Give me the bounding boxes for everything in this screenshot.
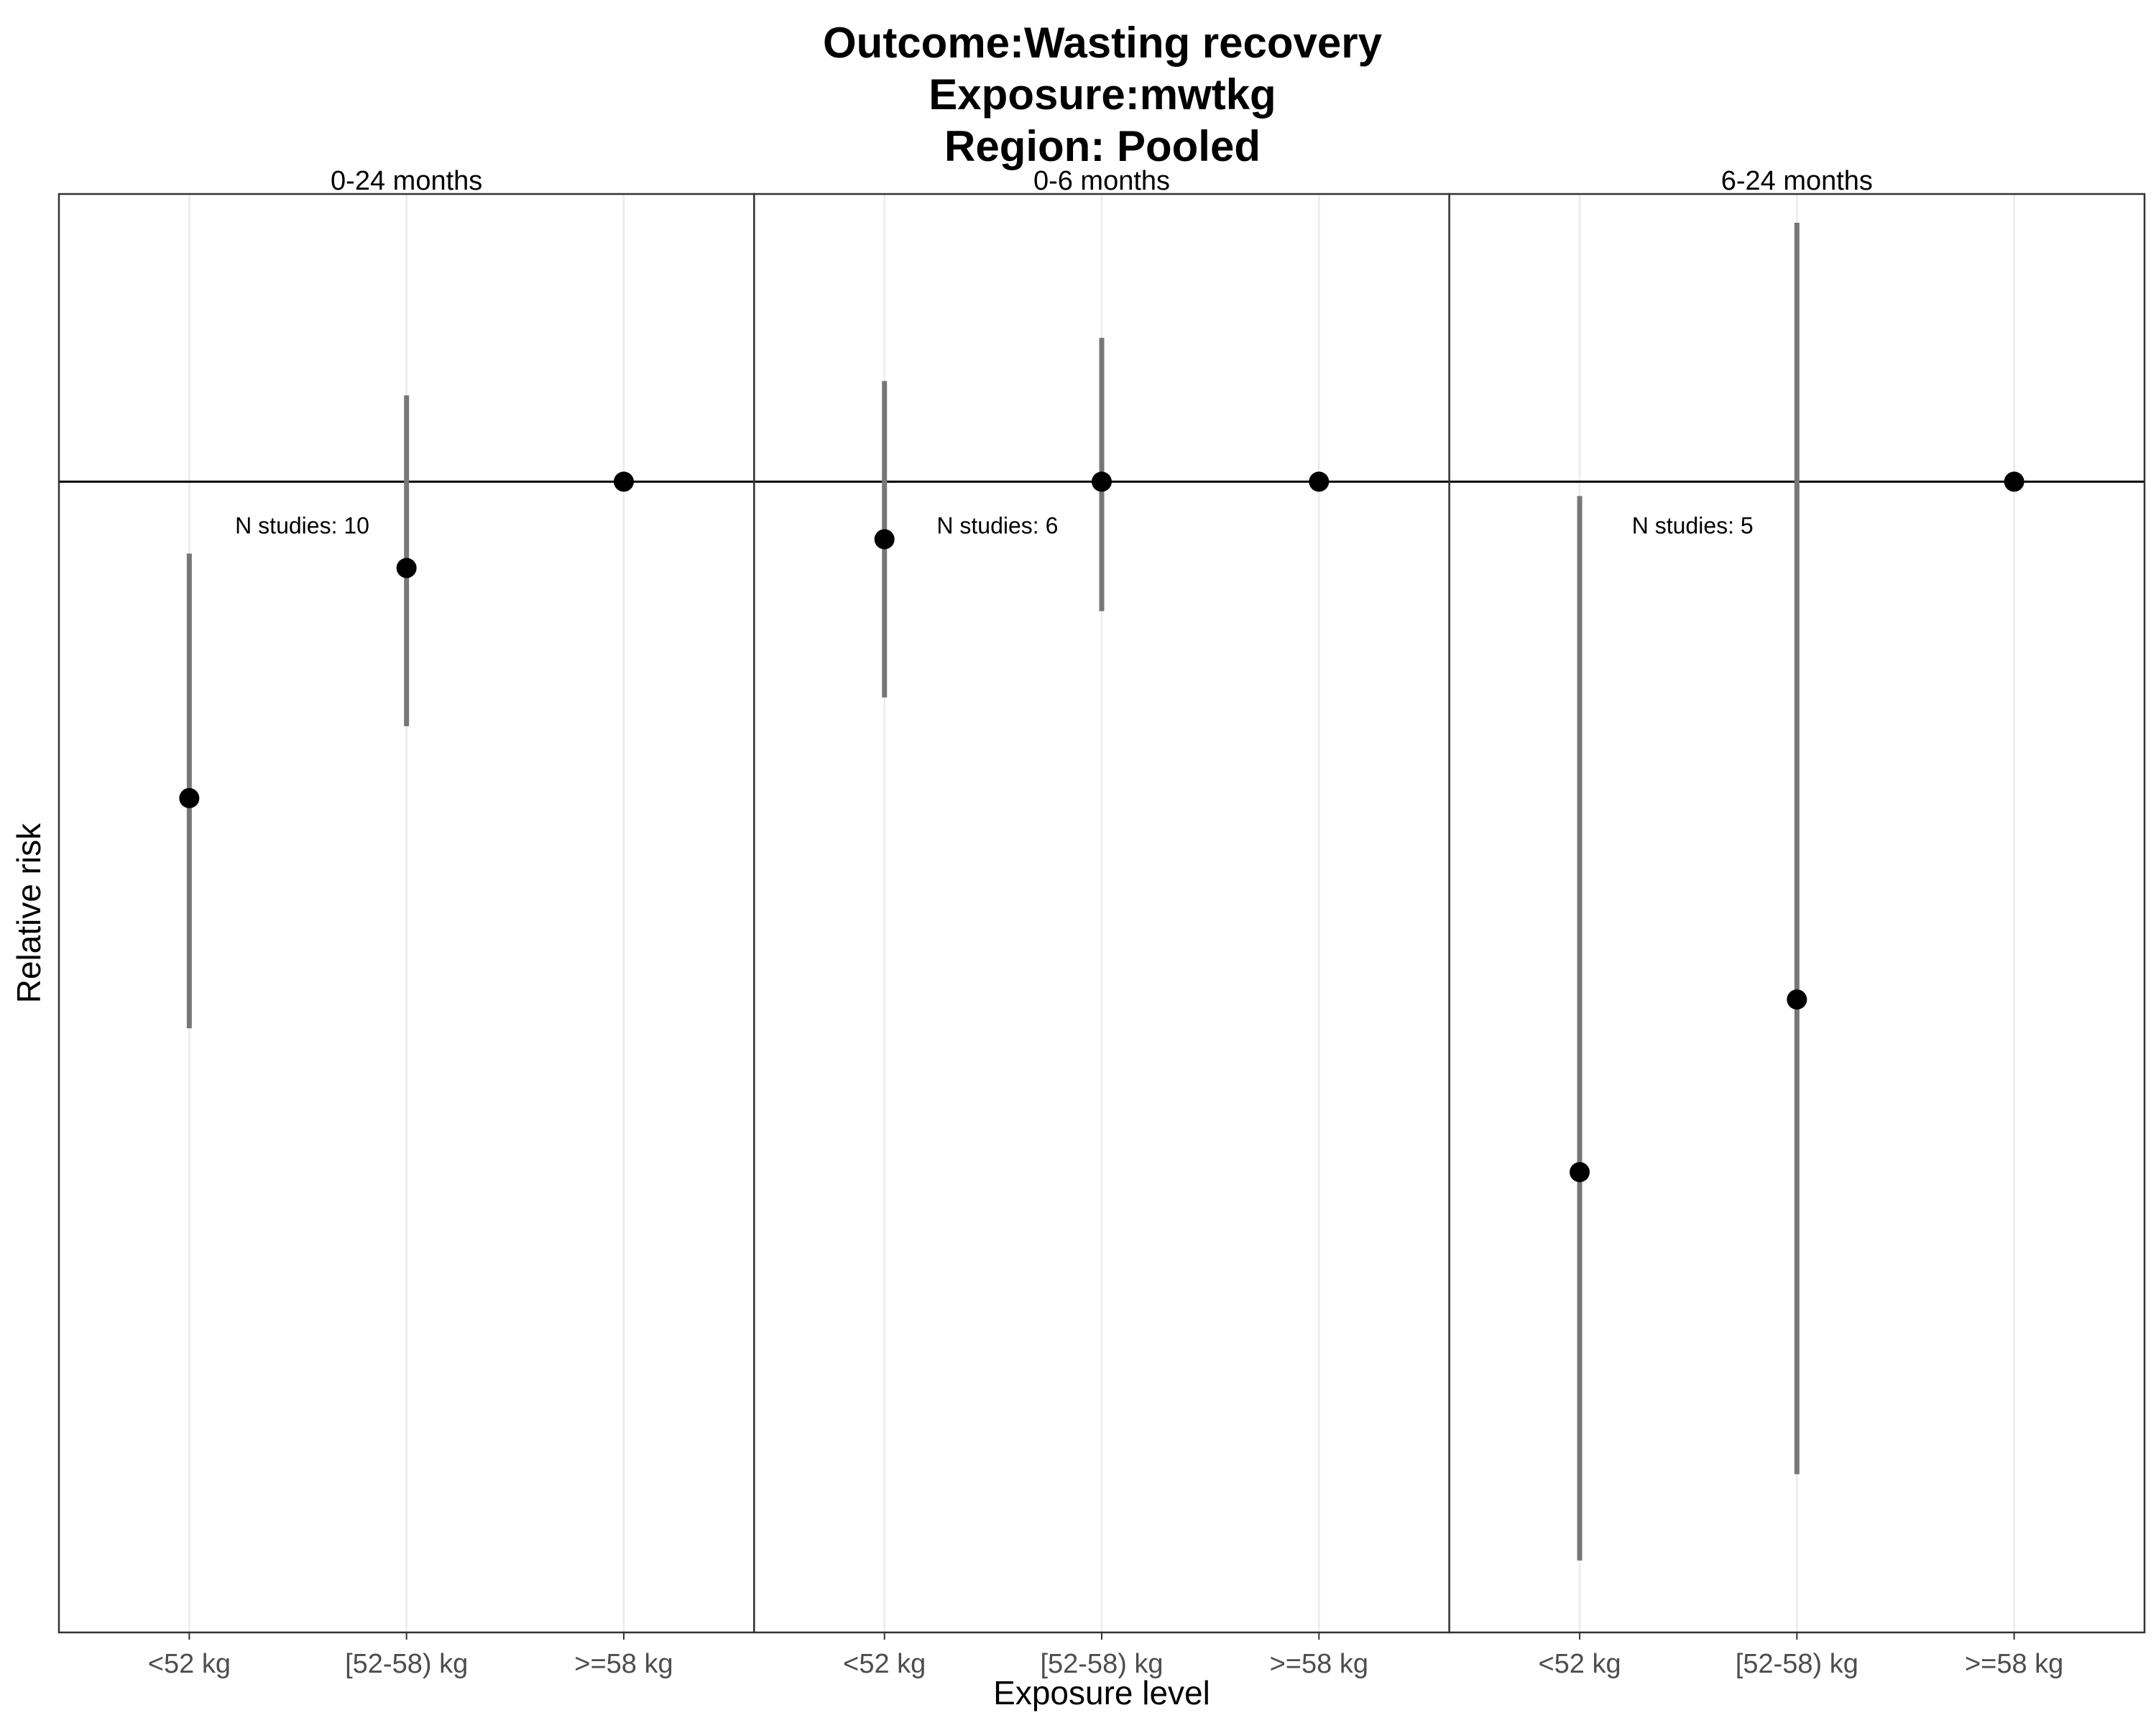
estimate-point bbox=[1570, 1162, 1590, 1183]
n-studies-annotation: N studies: 5 bbox=[1632, 512, 1754, 538]
chart-title-line: Region: Pooled bbox=[944, 122, 1261, 170]
y-axis-title: Relative risk bbox=[10, 823, 47, 1004]
estimate-point bbox=[2004, 471, 2024, 492]
x-tick-label: [52-58) kg bbox=[1040, 1649, 1163, 1679]
chart-title-line: Exposure:mwtkg bbox=[929, 70, 1276, 119]
estimate-point bbox=[613, 471, 634, 492]
n-studies-annotation: N studies: 6 bbox=[936, 512, 1058, 538]
estimate-point bbox=[1309, 471, 1330, 492]
x-axis-title: Exposure level bbox=[993, 1674, 1210, 1711]
panel-strip-label: 6-24 months bbox=[1721, 166, 1873, 196]
x-tick-label: [52-58) kg bbox=[1736, 1649, 1858, 1679]
estimate-point bbox=[874, 529, 895, 550]
x-tick-label: [52-58) kg bbox=[345, 1649, 468, 1679]
chart-title-line: Outcome:Wasting recovery bbox=[823, 19, 1383, 67]
x-tick-label: >=58 kg bbox=[574, 1649, 673, 1679]
estimate-point bbox=[1092, 471, 1112, 492]
panel-strip-label: 0-6 months bbox=[1033, 166, 1170, 196]
x-tick-label: <52 kg bbox=[843, 1649, 926, 1679]
estimate-point bbox=[179, 787, 200, 808]
x-tick-label: >=58 kg bbox=[1270, 1649, 1368, 1679]
panel-strip-label: 0-24 months bbox=[331, 166, 482, 196]
x-tick-label: >=58 kg bbox=[1965, 1649, 2063, 1679]
n-studies-annotation: N studies: 10 bbox=[235, 512, 369, 538]
estimate-point bbox=[1787, 989, 1807, 1010]
estimate-point bbox=[396, 558, 417, 578]
x-tick-label: <52 kg bbox=[148, 1649, 231, 1679]
x-tick-label: <52 kg bbox=[1538, 1649, 1621, 1679]
